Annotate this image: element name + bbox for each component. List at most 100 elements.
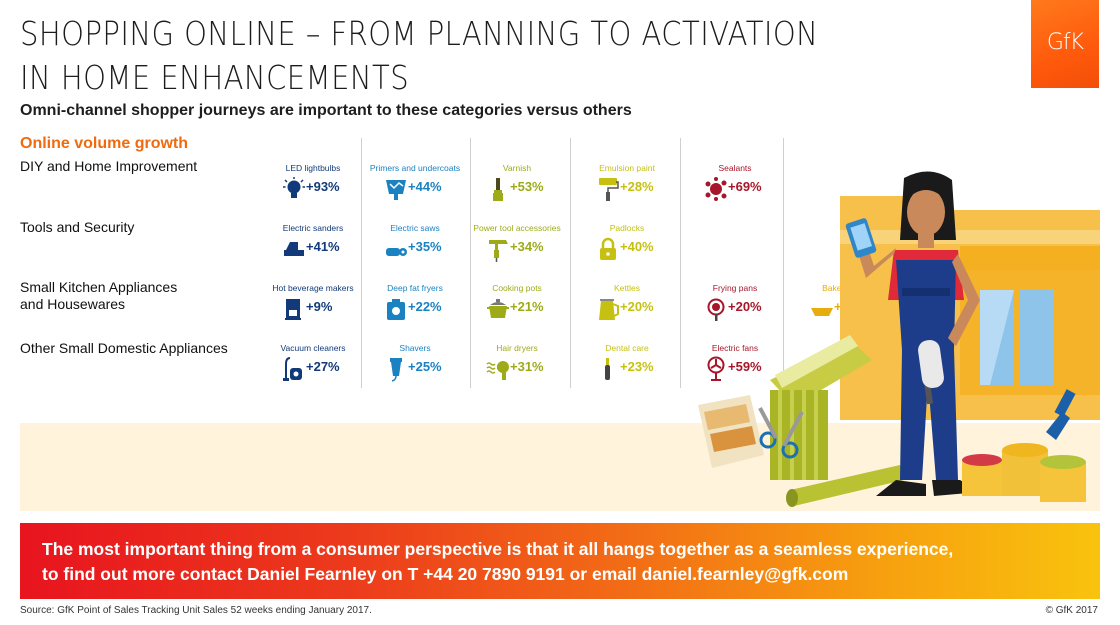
growth-value: +20% xyxy=(728,299,762,314)
growth-value: +9% xyxy=(306,299,333,314)
product-name: Dental care xyxy=(605,343,649,353)
growth-value: +53% xyxy=(510,179,544,194)
column-divider xyxy=(570,138,571,388)
vacuum-icon xyxy=(283,357,302,381)
fryer-icon xyxy=(387,299,405,320)
paintbrush-icon xyxy=(493,178,503,201)
column-divider xyxy=(361,138,362,388)
page-title-line2: in home enhancements xyxy=(20,58,410,97)
product-name: Cooking pots xyxy=(492,283,542,293)
copyright: © GfK 2017 xyxy=(1045,605,1098,616)
section-heading: Online volume growth xyxy=(20,135,189,152)
growth-value: +22% xyxy=(408,299,442,314)
category-label-kitchen-line2: and Housewares xyxy=(20,296,126,312)
contact-banner: The most important thing from a consumer… xyxy=(20,523,1100,599)
product-tile-kettles: Kettles +20% xyxy=(572,283,682,331)
pot-icon xyxy=(487,299,509,318)
fan-icon xyxy=(707,356,725,381)
product-tile-frying-pans: Frying pans +20% xyxy=(680,283,790,331)
paint-tray-icon xyxy=(386,180,406,200)
product-tile-varnish: Varnish +53% xyxy=(462,163,572,211)
growth-value: +35% xyxy=(408,239,442,254)
product-tile-led-lightbulbs: LED lightbulbs +93% xyxy=(258,163,368,211)
growth-value: +23% xyxy=(620,359,654,374)
product-tile-hair-dryers: Hair dryers +31% xyxy=(462,343,572,391)
category-label-kitchen-line1: Small Kitchen Appliances xyxy=(20,279,178,295)
column-divider xyxy=(783,138,784,388)
splat-icon xyxy=(705,177,727,201)
product-tile-shavers: Shavers +25% xyxy=(360,343,470,391)
growth-value: +20% xyxy=(620,299,654,314)
product-name: Shavers xyxy=(399,343,431,353)
product-tile-deep-fat-fryers: Deep fat fryers +22% xyxy=(360,283,470,331)
product-name: Frying pans xyxy=(712,283,758,293)
product-name: Hair dryers xyxy=(496,343,538,353)
sander-icon xyxy=(284,242,304,256)
gfk-logo-text: GfK xyxy=(1046,30,1084,55)
kettle-icon xyxy=(599,299,619,320)
product-tile-hot-beverage-makers: Hot beverage makers +9% xyxy=(258,283,368,331)
product-name: LED lightbulbs xyxy=(285,163,341,173)
growth-value: +44% xyxy=(408,179,442,194)
product-tile-electric-sanders: Electric sanders +41% xyxy=(258,223,368,271)
product-tile-emulsion-paint: Emulsion paint +28% xyxy=(572,163,682,211)
product-name: Vacuum cleaners xyxy=(280,343,346,353)
growth-value: +31% xyxy=(510,359,544,374)
page-title: Shopping online – from planning to activ… xyxy=(20,12,847,100)
lightbulb-icon xyxy=(283,177,305,198)
product-name: Kettles xyxy=(614,283,640,293)
growth-value: +40% xyxy=(620,239,654,254)
growth-value: +28% xyxy=(620,179,654,194)
hair-dryer-icon xyxy=(486,361,509,380)
paint-roller-icon xyxy=(599,178,619,201)
bakeware-icon xyxy=(811,308,833,316)
growth-value: +27% xyxy=(306,359,340,374)
product-name: Padlocks xyxy=(609,223,645,233)
drill-icon xyxy=(489,240,508,262)
coffee-maker-icon xyxy=(285,299,301,320)
banner-line1: The most important thing from a consumer… xyxy=(42,539,954,559)
growth-value: +41% xyxy=(306,239,340,254)
category-label-kitchen: Small Kitchen Appliances and Housewares xyxy=(20,279,177,313)
growth-value: +93% xyxy=(306,179,340,194)
product-name: Power tool accessories xyxy=(473,223,561,233)
product-name: Electric fans xyxy=(711,343,759,353)
shaver-icon xyxy=(390,358,402,382)
category-label-tools: Tools and Security xyxy=(20,219,135,235)
growth-value: +59% xyxy=(728,359,762,374)
padlock-icon xyxy=(600,237,616,260)
gfk-logo: GfK xyxy=(1031,0,1099,88)
growth-value: +21% xyxy=(510,299,544,314)
page-title-line1: Shopping online – from planning to activ… xyxy=(20,14,819,53)
product-tile-electric-fans: Electric fans +59% xyxy=(680,343,790,391)
product-tile-padlocks: Padlocks +40% xyxy=(572,223,682,271)
product-name: Emulsion paint xyxy=(599,163,655,173)
product-name: Sealants xyxy=(718,163,752,173)
source-note: Source: GfK Point of Sales Tracking Unit… xyxy=(20,605,372,616)
product-name: Deep fat fryers xyxy=(387,283,443,293)
product-tile-cooking-pots: Cooking pots +21% xyxy=(462,283,572,331)
product-name: Electric sanders xyxy=(282,223,344,233)
growth-value: +34% xyxy=(510,239,544,254)
product-name: Electric saws xyxy=(390,223,440,233)
product-tile-primers: Primers and undercoats +44% xyxy=(360,163,470,211)
product-name: Varnish xyxy=(502,163,532,173)
product-tile-dental-care: Dental care +23% xyxy=(572,343,682,391)
category-label-domestic: Other Small Domestic Appliances xyxy=(20,340,228,356)
product-tile-sealants: Sealants +69% xyxy=(680,163,790,211)
saw-icon xyxy=(386,248,407,256)
growth-value: +25% xyxy=(408,359,442,374)
toothbrush-icon xyxy=(605,358,610,380)
product-tile-vacuum-cleaners: Vacuum cleaners +27% xyxy=(258,343,368,391)
column-divider xyxy=(680,138,681,388)
column-divider xyxy=(470,138,471,388)
frying-pan-icon xyxy=(707,298,725,321)
product-name: Primers and undercoats xyxy=(369,163,461,173)
product-tile-power-tool-accessories: Power tool accessories +34% xyxy=(462,223,572,271)
category-label-diy: DIY and Home Improvement xyxy=(20,158,198,174)
subtitle: Omni-channel shopper journeys are import… xyxy=(20,102,632,119)
product-tile-electric-saws: Electric saws +35% xyxy=(360,223,470,271)
product-name: Hot beverage makers xyxy=(272,283,354,293)
painter-illustration xyxy=(698,171,1100,507)
banner-line2: to find out more contact Daniel Fearnley… xyxy=(42,564,849,584)
